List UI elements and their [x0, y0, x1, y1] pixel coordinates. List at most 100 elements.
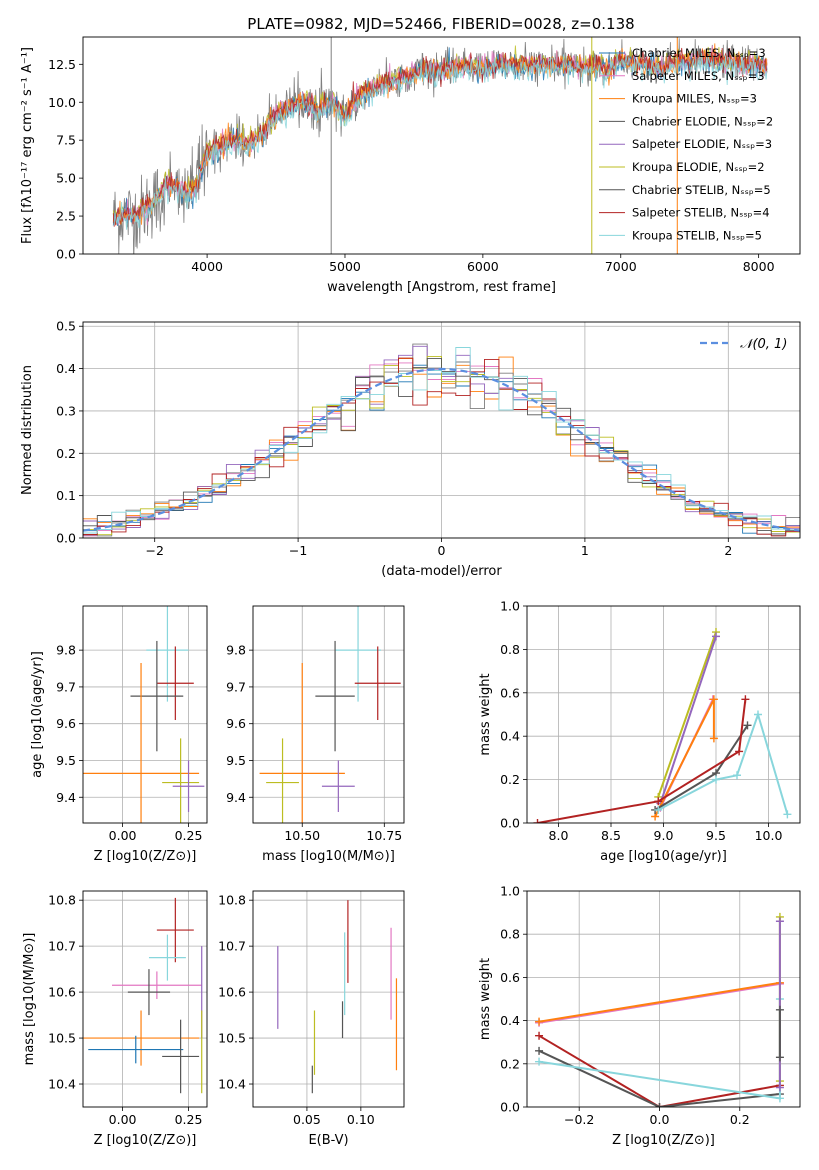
age-weight-point-marker: [783, 810, 792, 819]
panels: 4000 5000 6000 7000 80000.02.55.07.510.012.5…: [20, 36, 801, 1148]
z-age-xtick-label: 0.25: [175, 828, 203, 843]
age-weight-point-marker: [709, 734, 718, 743]
ebv-mass-ytick-label: 10.5: [218, 1031, 246, 1046]
age-weight-ytick-label: 0.6: [500, 685, 520, 700]
z-age-ytick-label: 9.5: [56, 753, 76, 768]
z-weight-point-marker: [775, 1005, 784, 1014]
z-weight-ytick-label: 1.0: [500, 884, 520, 899]
age-weight-point-marker: [533, 819, 542, 823]
z-mass-ylabel: mass [log10(M/M⊙)]: [22, 933, 37, 1066]
z-weight-ytick-label: 0.0: [500, 1100, 520, 1115]
age-weight-xtick-label: 9.0: [654, 828, 674, 843]
mass-age-xlabel: mass [log10(M/M⊙)]: [262, 849, 395, 864]
spectrum-model-line: [112, 52, 768, 230]
spectrum-xlabel: wavelength [Angstrom, rest frame]: [327, 280, 556, 295]
z-age-plot-area: [83, 606, 207, 823]
age-weight-xtick-label: 8.0: [549, 828, 569, 843]
spectrum-legend-label: Salpeter MILES, Nₛₛₚ=3: [632, 69, 765, 83]
residuals-histogram-step: [83, 347, 800, 534]
ebv-mass-xtick-label: 0.10: [347, 1112, 375, 1127]
age-weight-series-line: [659, 636, 717, 804]
z-weight-xtick-label: 0.0: [650, 1112, 670, 1127]
age-weight-ytick-label: 0.0: [500, 816, 520, 831]
mass-age-ytick-label: 9.7: [226, 679, 246, 694]
residuals-ytick-label: 0.4: [56, 361, 76, 376]
age-weight-point-marker: [712, 632, 720, 641]
mass-age-ytick-label: 9.6: [226, 716, 246, 731]
spectrum-legend-label: Chabrier MILES, Nₛₛₚ=3: [632, 46, 766, 60]
z-weight-series-line: [538, 982, 781, 1024]
age-weight-series-line: [657, 631, 717, 798]
age-weight-ytick-label: 0.4: [500, 729, 520, 744]
spectrum-ytick-label: 12.5: [48, 57, 76, 72]
age-weight-point-marker: [743, 721, 752, 730]
ebv-mass-xlabel: E(B-V): [308, 1133, 348, 1148]
residuals-legend-label: 𝒩(0, 1): [740, 337, 787, 352]
mass-age-xtick-label: 10.75: [366, 828, 402, 843]
z-weight-xtick-label: 0.2: [730, 1112, 750, 1127]
z-age-ytick-label: 9.7: [56, 679, 76, 694]
residuals-ytick-label: 0.0: [56, 531, 76, 546]
residuals-frame: [82, 321, 801, 539]
mass-age-frame: [252, 605, 405, 824]
age-weight-point-marker: [654, 797, 663, 806]
spectrum-ytick-label: 5.0: [56, 171, 76, 186]
residuals-ytick-label: 0.5: [56, 319, 76, 334]
spectrum-xtick-label: 5000: [329, 259, 361, 274]
z-weight-point-marker: [535, 1017, 544, 1026]
z-age-frame: [82, 605, 208, 824]
spectrum-legend-label: Kroupa STELIB, Nₛₛₚ=5: [632, 228, 762, 242]
ebv-mass-ytick-label: 10.4: [218, 1077, 246, 1092]
residuals-xlabel: (data-model)/error: [381, 564, 502, 579]
residuals-histogram-step: [83, 357, 800, 537]
ebv-mass-plot-area: [253, 891, 404, 1107]
spectrum-legend-label: Salpeter STELIB, Nₛₛₚ=4: [632, 206, 770, 220]
residuals-plot-area: [83, 322, 800, 538]
z-mass-ytick-label: 10.5: [48, 1031, 76, 1046]
age-weight-point-marker: [754, 710, 762, 719]
z-mass-xtick-label: 0.00: [109, 1112, 137, 1127]
spectrum-xtick-label: 7000: [605, 259, 637, 274]
residuals-ylabel: Normed distribution: [20, 365, 35, 495]
age-weight-point-marker: [654, 805, 663, 814]
residuals-xtick-label: 2: [724, 543, 732, 558]
z-mass-frame: [82, 890, 208, 1108]
z-weight-xtick-label: −0.2: [564, 1112, 594, 1127]
z-mass-ytick-label: 10.7: [48, 939, 76, 954]
spectrum-ylabel: Flux [fλ10⁻¹⁷ erg cm⁻² s⁻¹ A⁻¹]: [20, 47, 35, 244]
z-weight-point-marker: [775, 1083, 784, 1092]
ebv-mass-ytick-label: 10.6: [218, 985, 246, 1000]
age-weight-point-marker: [712, 775, 720, 784]
age-weight-xtick-label: 10.0: [755, 828, 783, 843]
z-weight-ytick-label: 0.8: [500, 927, 520, 942]
z-weight-frame: [526, 890, 801, 1108]
z-weight-ytick-label: 0.4: [500, 1013, 520, 1028]
z-age-ylabel: age [log10(age/yr)]: [30, 651, 45, 778]
age-weight-point-marker: [709, 695, 718, 704]
spectrum-frame: [82, 36, 801, 255]
z-weight-series-line: [538, 1049, 781, 1107]
z-weight-point-marker: [655, 1103, 664, 1107]
age-weight-ylabel: mass weight: [478, 673, 493, 755]
ebv-mass-ytick-label: 10.8: [218, 893, 246, 908]
ebv-mass-xtick-label: 0.05: [293, 1112, 321, 1127]
residuals-xtick-label: 1: [581, 543, 589, 558]
spectrum-legend-label: Salpeter ELODIE, Nₛₛₚ=3: [632, 137, 772, 151]
mass-age-xtick-label: 10.50: [284, 828, 320, 843]
residuals-xtick-label: −1: [289, 543, 307, 558]
z-age-xlabel: Z [log10(Z/Z⊙)]: [94, 849, 197, 864]
residuals-ytick-label: 0.3: [56, 403, 76, 418]
age-weight-ytick-label: 0.8: [500, 642, 520, 657]
z-weight-series-line: [538, 981, 781, 1023]
z-age-ytick-label: 9.8: [56, 643, 76, 658]
spectrum-ytick-label: 7.5: [56, 133, 76, 148]
ebv-mass-ytick-label: 10.7: [218, 939, 246, 954]
age-weight-frame: [526, 605, 801, 824]
z-weight-plot-area: [527, 891, 800, 1107]
mass-age-ytick-label: 9.5: [226, 753, 246, 768]
z-weight-point-marker: [535, 1031, 544, 1040]
age-weight-xtick-label: 8.5: [601, 828, 621, 843]
mass-age-ytick-label: 9.8: [226, 643, 246, 658]
